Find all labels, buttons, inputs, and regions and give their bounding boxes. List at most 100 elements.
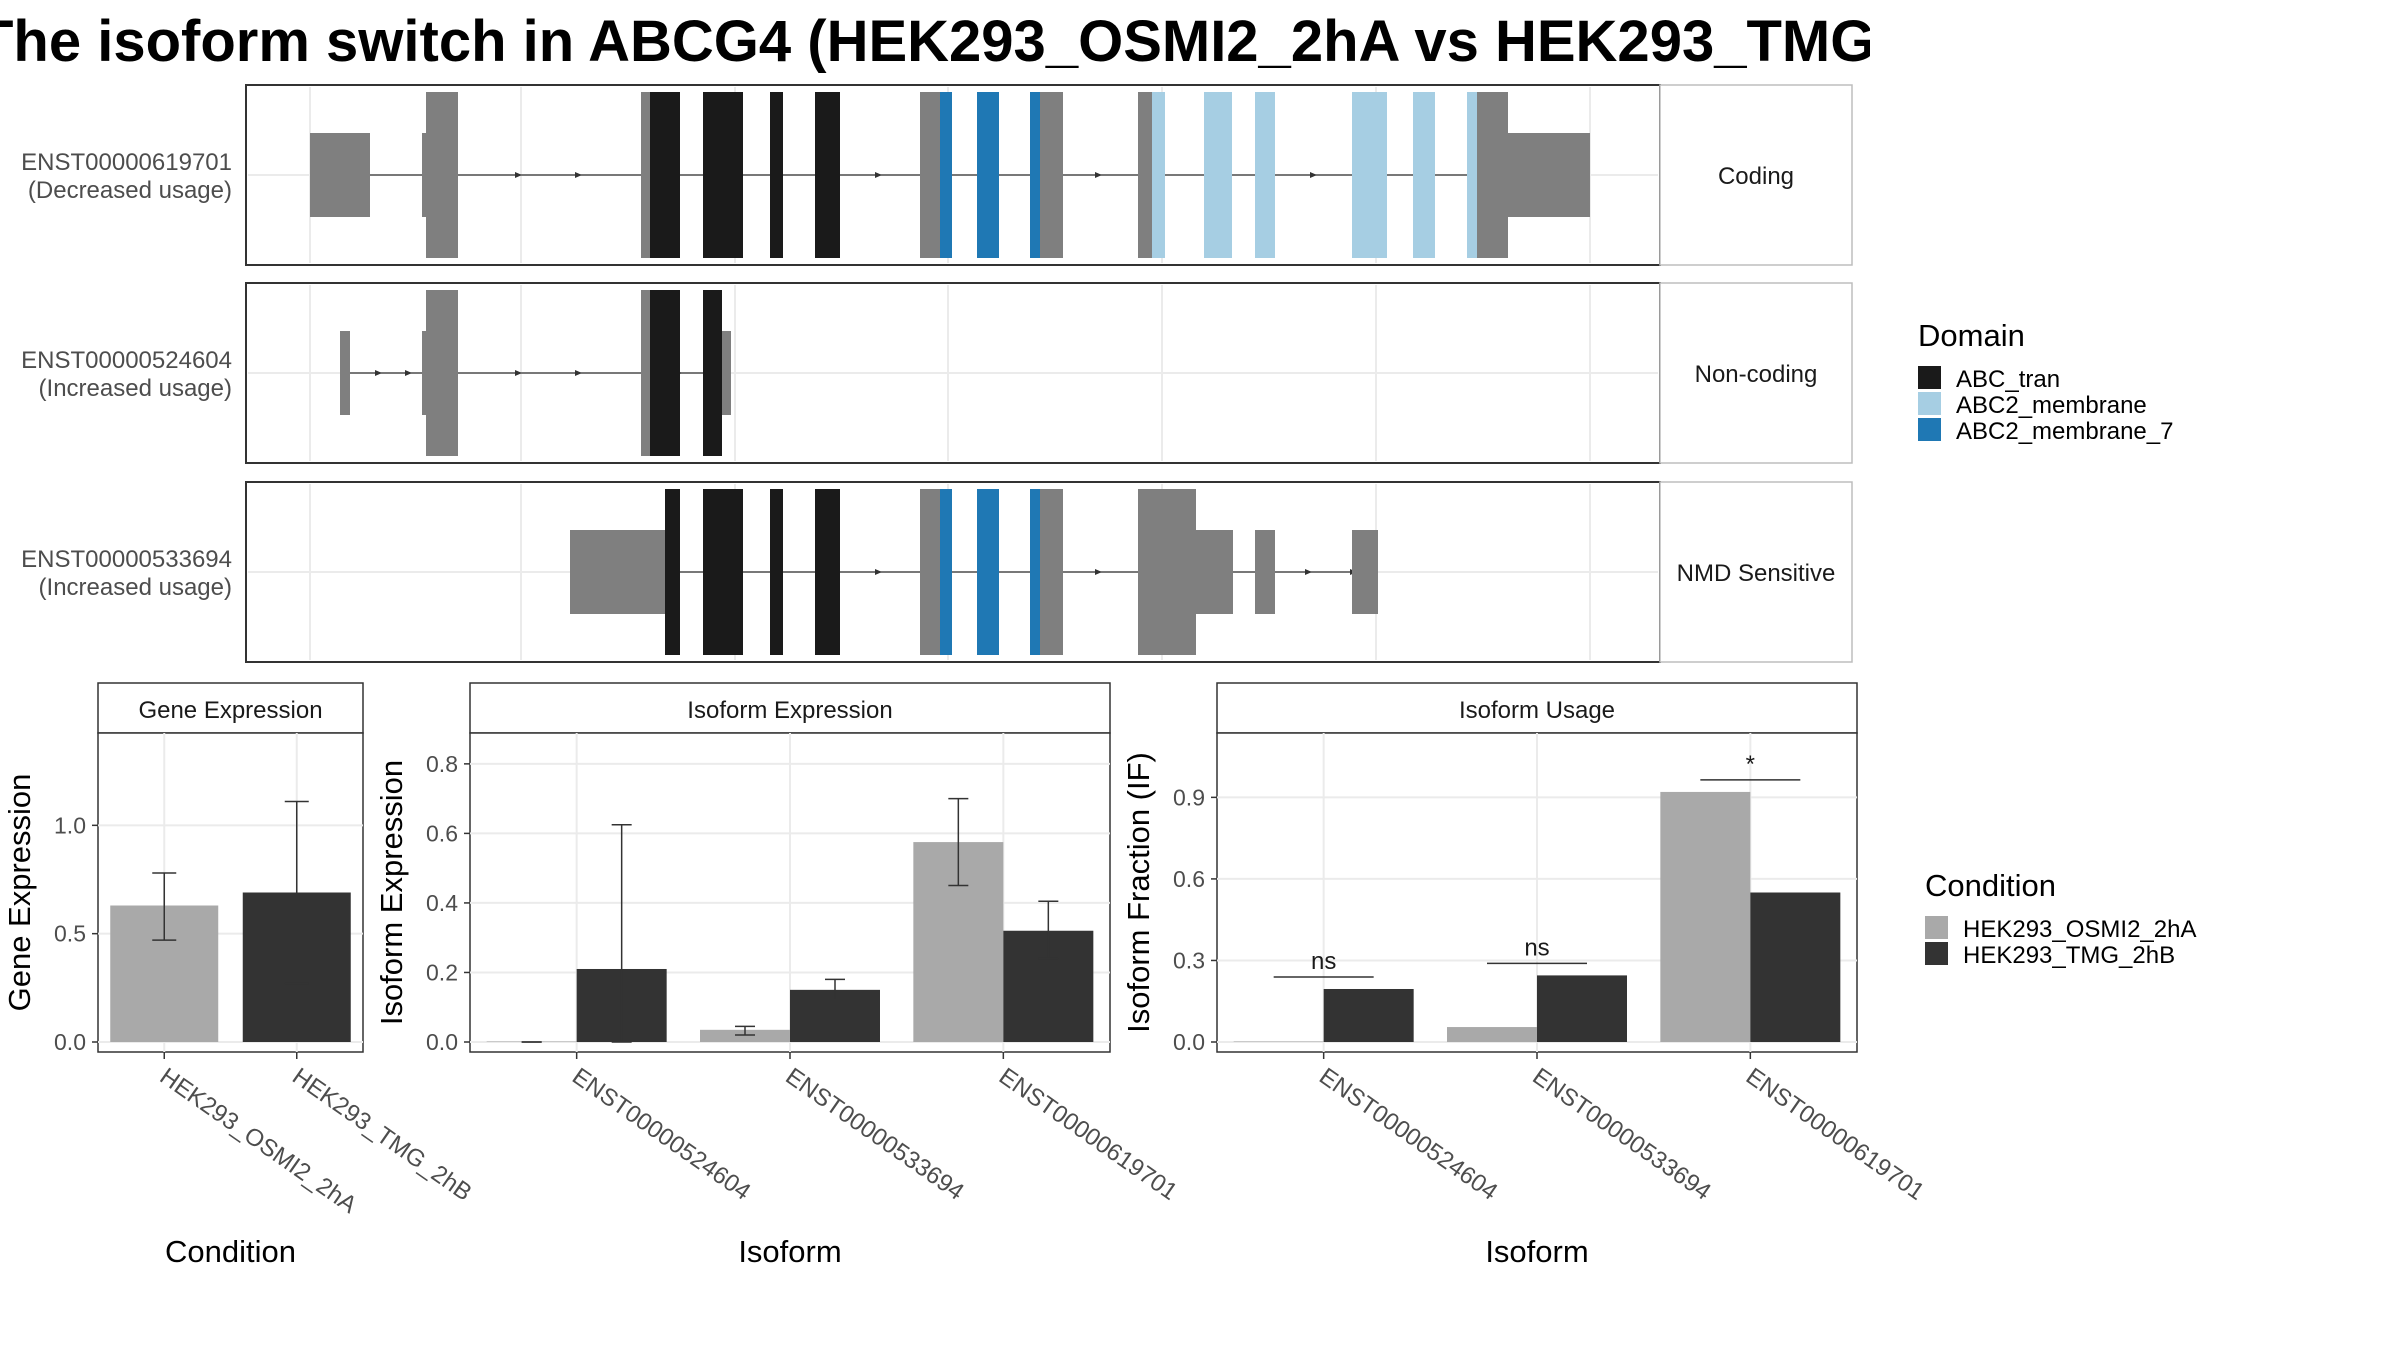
row-1-usage-label: (Decreased usage) (28, 177, 232, 204)
bar-panel-2-title: Isoform Expression (687, 697, 892, 724)
bar-panel-2-xtick-label-3: ENST00000619701 (994, 1063, 1182, 1206)
row-2-transcript-id: ENST00000524604 (21, 347, 232, 374)
legend-label-hek293-osmi2-2ha: HEK293_OSMI2_2hA (1963, 916, 2196, 943)
row-3-exon-10 (1040, 489, 1063, 655)
row-2-exon-2 (422, 331, 426, 415)
row-3-exon-3 (703, 489, 743, 655)
bar-panel-3-xtick-label-2: ENST00000533694 (1528, 1063, 1716, 1206)
row-1-exon-3 (426, 92, 458, 258)
legend-swatch-hek293-osmi2-2ha (1925, 916, 1948, 939)
row-3-exon-5 (815, 489, 840, 655)
transcript-structure-panels: Coding ENST00000619701(Decreased usage) No… (21, 84, 1853, 663)
bar-panel-3-ytick-label-4: 0.9 (1173, 784, 1205, 810)
bar-3-3-series-2 (1750, 892, 1841, 1042)
row-2-exon-5 (650, 290, 680, 456)
row-3-exon-7 (940, 489, 952, 655)
bar-panel-2-xlabel: Isoform (738, 1234, 841, 1269)
bar-3-2-series-1 (1447, 1027, 1537, 1042)
row-3-transcript-id: ENST00000533694 (21, 546, 232, 573)
bar-panel-3-ytick-label-3: 0.6 (1173, 866, 1205, 892)
bar-panel-2-ytick-label-3: 0.4 (426, 890, 458, 916)
condition-legend: Condition HEK293_OSMI2_2hA HEK293_TMG_2h… (1925, 868, 2196, 969)
bar-panel-3-xtick-label-1: ENST00000524604 (1314, 1063, 1502, 1206)
row-1-exon-14 (1138, 92, 1152, 258)
transcript-model-1 (248, 87, 1658, 263)
row-2-strand-arrow-4 (575, 370, 582, 376)
row-2-exon-4 (641, 290, 650, 456)
row-1-exon-1 (310, 133, 370, 217)
row-1-exon-11 (977, 92, 999, 258)
row-3-exon-13 (1255, 530, 1275, 614)
row-3-exon-1 (570, 530, 665, 614)
legend-label-abc2-membrane: ABC2_membrane (1956, 392, 2147, 419)
condition-legend-title: Condition (1925, 868, 2056, 903)
row-1-exon-2 (422, 133, 426, 217)
row-2-exon-6 (703, 290, 722, 456)
row-1-exon-21 (1477, 92, 1508, 258)
transcript-model-3 (248, 484, 1658, 660)
bar-panel-1-strip (97, 682, 364, 734)
row-1-strand-arrow-1 (515, 172, 522, 178)
bar-panel-3-ytick-label-1: 0.0 (1173, 1029, 1205, 1055)
bar-panel-2-ylabel: Isoform Expression (374, 760, 409, 1025)
row-2-exon-7 (722, 331, 731, 415)
row-3-exon-12 (1196, 530, 1233, 614)
significance-label-1: ns (1311, 948, 1336, 975)
row-1-strand-arrow-4 (1095, 172, 1102, 178)
significance-label-2: ns (1524, 934, 1549, 961)
row-1-strand-arrow-2 (575, 172, 582, 178)
significance-label-3: * (1746, 751, 1755, 778)
bar-panel-2-ytick-label-5: 0.8 (426, 751, 458, 777)
row-1-exon-15 (1152, 92, 1165, 258)
bar-panel-1-xlabel: Condition (165, 1234, 296, 1269)
row-3-strand-arrow-3 (1305, 569, 1312, 575)
bar-panel-3-xtick-label-3: ENST00000619701 (1741, 1063, 1929, 1206)
row-1-exon-9 (920, 92, 940, 258)
domain-legend: Domain ABC_tran ABC2_membrane ABC2_membr… (1918, 318, 2173, 445)
row-1-exon-19 (1413, 92, 1435, 258)
row-2-strand-arrow-2 (405, 370, 412, 376)
bar-chart-panels: Gene Expression0.00.51.0HEK293_OSMI2_2hA… (2, 682, 1929, 1269)
bar-panel-3-ytick-label-2: 0.3 (1173, 947, 1205, 973)
bar-panel-3-strip (1216, 682, 1858, 734)
row-1-exon-12 (1030, 92, 1040, 258)
transcript-model-2 (248, 285, 1658, 461)
row-3-exon-9 (1030, 489, 1040, 655)
bar-2-2-series-1 (700, 1029, 790, 1042)
row-3-strand-arrow-1 (875, 569, 882, 575)
legend-label-abc2-membrane-7: ABC2_membrane_7 (1956, 418, 2173, 445)
bar-panel-2-strip (469, 682, 1111, 734)
bar-3-3-series-1 (1660, 791, 1751, 1042)
row-3-exon-8 (977, 489, 999, 655)
row-1-exon-22 (1508, 133, 1590, 217)
bar-panel-1-ytick-label-3: 1.0 (54, 812, 86, 838)
bar-panel-2-ytick-label-4: 0.6 (426, 820, 458, 846)
row-2-category-label: Non-coding (1695, 361, 1818, 388)
row-2-strand-arrow-3 (515, 370, 522, 376)
bar-3-1-series-2 (1323, 988, 1414, 1042)
bar-panel-3-title: Isoform Usage (1459, 697, 1615, 724)
row-1-transcript-id: ENST00000619701 (21, 149, 232, 176)
row-1-exon-7 (770, 92, 783, 258)
domain-legend-title: Domain (1918, 318, 2025, 353)
row-1-strand-arrow-3 (875, 172, 882, 178)
bar-panel-2-xtick-label-2: ENST00000533694 (781, 1063, 969, 1206)
bar-panel-3: Isoform Usage 0.0 0.3 0.6 0.9 ns ns * ENST000005… (1121, 682, 1929, 1269)
legend-label-hek293-tmg-2hb: HEK293_TMG_2hB (1963, 942, 2175, 969)
bar-panel-3-ylabel: Isoform Fraction (IF) (1121, 752, 1156, 1033)
bar-panel-1-ytick-label-2: 0.5 (54, 921, 86, 947)
row-1-exon-20 (1467, 92, 1477, 258)
row-1-exon-13 (1040, 92, 1063, 258)
bar-panel-2-ytick-label-1: 0.0 (426, 1029, 458, 1055)
row-3-strip (1659, 481, 1853, 663)
bar-3-2-series-2 (1537, 975, 1627, 1042)
row-1-category-label: Coding (1718, 163, 1794, 190)
row-3-exon-11 (1138, 489, 1196, 655)
row-3-usage-label: (Increased usage) (39, 574, 232, 601)
figure-title: The isoform switch in ABCG4 (HEK293_OSMI… (0, 9, 1870, 74)
bar-panel-3-xlabel: Isoform (1485, 1234, 1588, 1269)
row-1-exon-6 (703, 92, 743, 258)
bar-panel-2: Isoform Expression 0.0 0.2 0.4 0.6 0.8 ENST000… (374, 682, 1182, 1269)
bar-panel-1-title: Gene Expression (138, 697, 322, 724)
